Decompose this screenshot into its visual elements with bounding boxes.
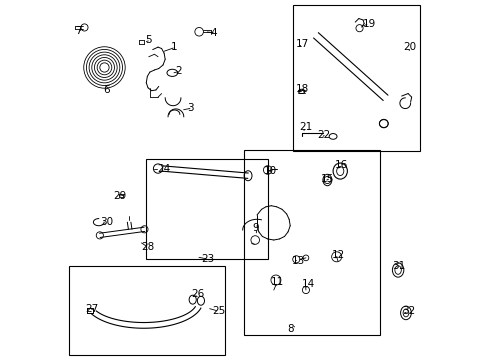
Text: 2: 2 [175,66,181,76]
Text: 17: 17 [295,39,308,49]
Text: 5: 5 [145,35,152,45]
Text: 28: 28 [141,242,154,252]
Bar [146,158,267,258]
Text: 3: 3 [187,103,194,113]
Text: 32: 32 [401,306,414,316]
Text: 9: 9 [251,223,258,233]
Text: 7: 7 [75,26,81,36]
Text: 25: 25 [212,306,225,316]
Bar [69,266,224,355]
Text: 24: 24 [157,163,171,174]
Text: 31: 31 [391,261,405,271]
Text: 20: 20 [403,42,416,52]
Text: 16: 16 [334,160,347,170]
Bar [244,150,380,336]
Text: 29: 29 [113,191,126,201]
Text: 18: 18 [295,84,308,94]
Text: 26: 26 [190,289,204,298]
Text: 12: 12 [331,250,345,260]
Text: 14: 14 [301,279,314,289]
Text: 8: 8 [287,324,293,334]
Text: 23: 23 [201,254,214,264]
Text: 19: 19 [362,18,375,28]
Text: 22: 22 [316,130,329,140]
Text: 1: 1 [170,42,177,52]
Text: 30: 30 [101,217,113,227]
Text: 11: 11 [270,277,283,287]
Text: 4: 4 [210,28,217,38]
Text: 15: 15 [321,174,334,184]
Text: 10: 10 [264,166,277,176]
Text: 21: 21 [299,122,312,132]
Text: 6: 6 [103,85,110,95]
Bar [292,5,419,152]
Text: 13: 13 [291,256,305,266]
Text: 27: 27 [85,304,99,314]
